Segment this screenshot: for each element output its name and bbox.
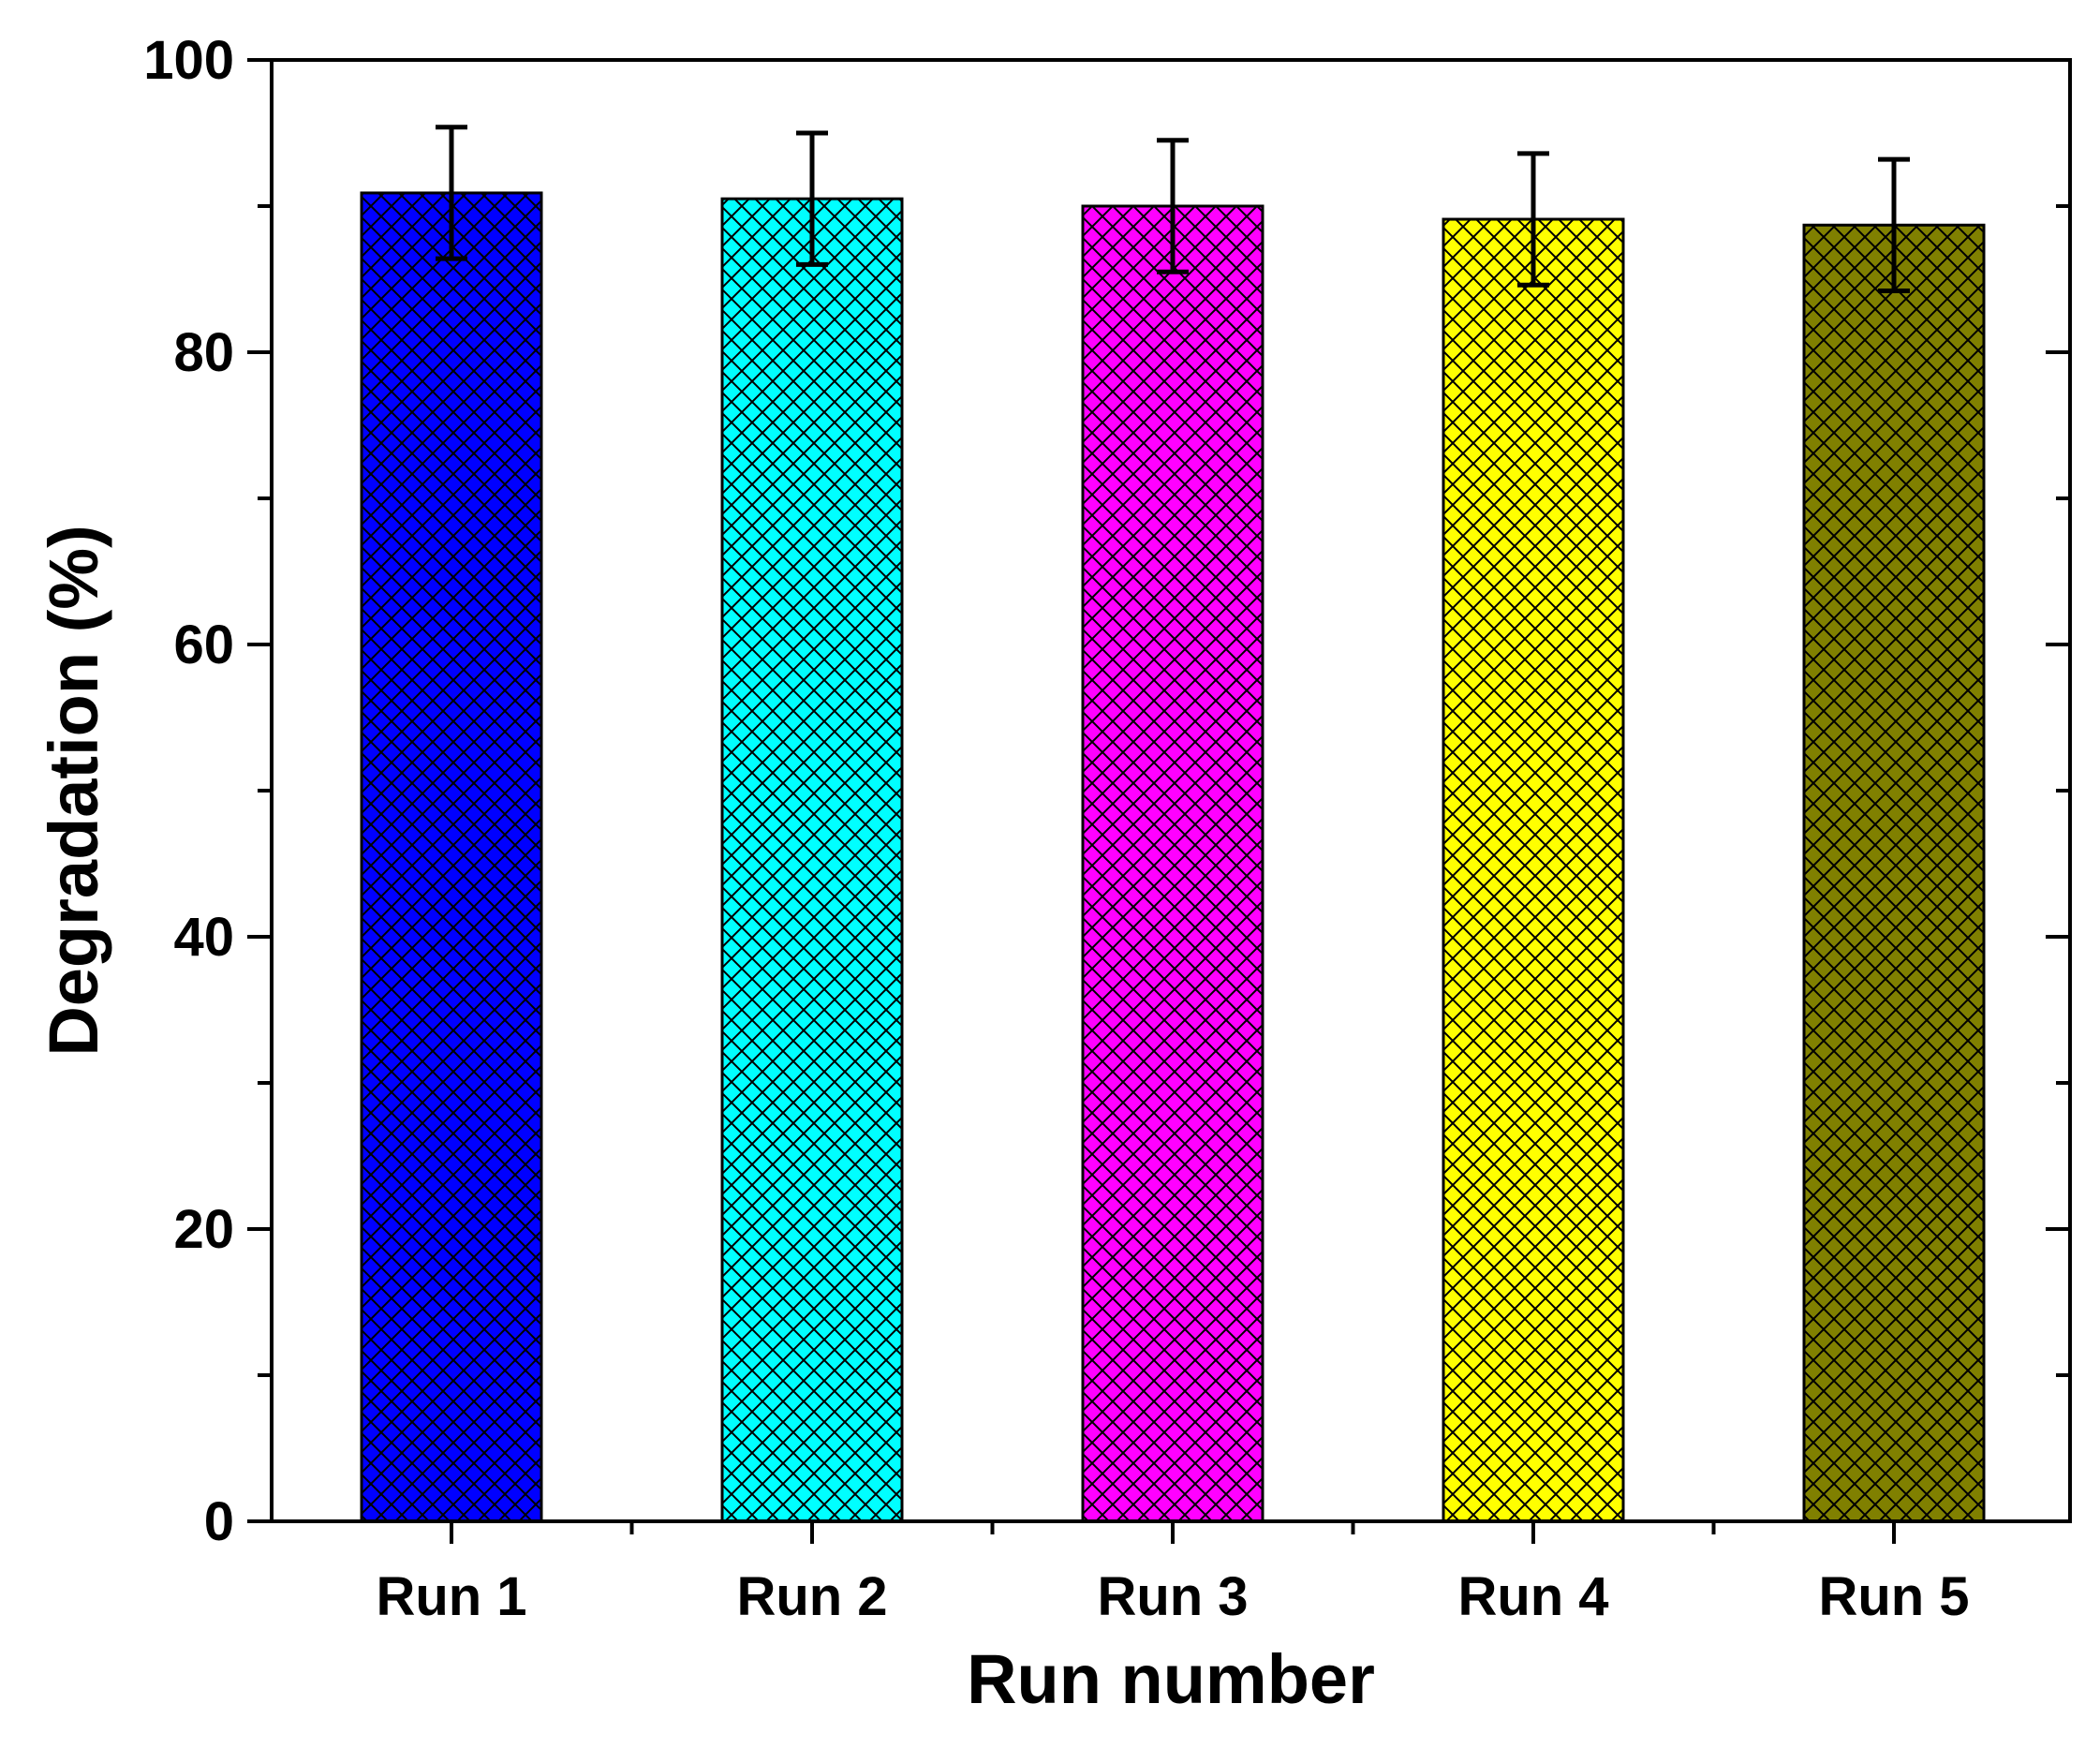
bar-hatch (1442, 217, 1625, 1523)
ticks-layer (247, 58, 2070, 1544)
bar-4 (1442, 217, 1625, 1523)
x-tick-labels: Run 1 Run 2 Run 3 Run 4 Run 5 (376, 1566, 1969, 1627)
x-tick-label: Run 1 (376, 1566, 526, 1627)
error-bars-layer (436, 125, 1910, 293)
y-tick-label: 0 (204, 1491, 234, 1552)
y-axis-title: Degradation (%) (35, 525, 112, 1056)
bar-2 (720, 197, 904, 1523)
bar-5 (1802, 223, 1986, 1523)
error-bar-2 (796, 130, 828, 267)
bar-hatch (360, 191, 543, 1523)
x-tick-label: Run 5 (1818, 1566, 1969, 1627)
bar-hatch (720, 197, 904, 1523)
bar-hatch (1081, 204, 1264, 1523)
y-tick-label: 40 (173, 907, 234, 968)
y-tick-label: 80 (173, 322, 234, 383)
bar-1 (360, 191, 543, 1523)
bars-layer (360, 191, 1986, 1523)
bar-3 (1081, 204, 1264, 1523)
error-bar-4 (1517, 151, 1549, 288)
y-tick-label: 20 (173, 1199, 234, 1260)
error-bar-1 (436, 125, 467, 261)
x-tick-label: Run 2 (736, 1566, 887, 1627)
y-tick-label: 100 (143, 30, 234, 91)
x-tick-label: Run 3 (1097, 1566, 1248, 1627)
x-tick-label: Run 4 (1457, 1566, 1608, 1627)
x-axis-title: Run number (967, 1640, 1375, 1718)
bar-hatch (1802, 223, 1986, 1523)
y-tick-labels: 0 20 40 60 80 100 (143, 30, 234, 1552)
y-tick-label: 60 (173, 615, 234, 675)
error-bar-3 (1157, 138, 1189, 274)
error-bar-5 (1878, 156, 1910, 293)
